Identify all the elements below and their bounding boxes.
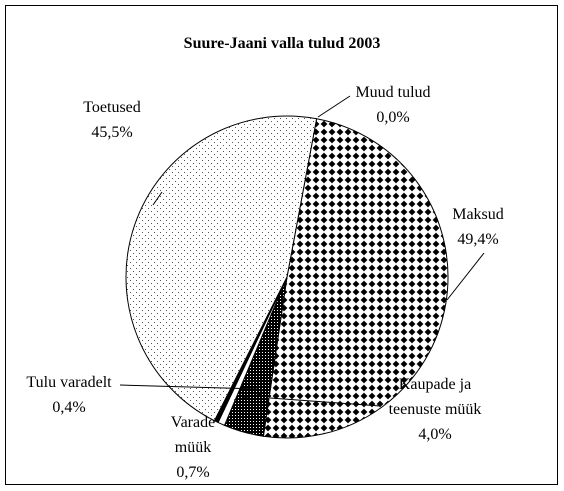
leader-line <box>317 95 351 118</box>
slice-value: 4,0% <box>418 426 452 443</box>
slice-value: 0,7% <box>176 464 210 481</box>
slice-label: Toetused 45,5% <box>62 95 162 145</box>
slice-name: Toetused <box>83 99 141 116</box>
slice-name: Kaupade ja teenuste müük <box>388 376 482 418</box>
chart-title: Suure-Jaani valla tulud 2003 <box>183 35 381 52</box>
pie-slice <box>262 118 449 439</box>
slice-value: 0,4% <box>52 399 86 416</box>
slice-label: Varade müük 0,7% <box>160 410 226 485</box>
leader-line <box>446 252 485 301</box>
slice-label: Maksud 49,4% <box>440 202 516 252</box>
slice-name: Maksud <box>452 206 504 223</box>
slice-name: Muud tulud <box>355 84 431 101</box>
leader-line <box>152 191 163 206</box>
slice-value: 0,0% <box>376 109 410 126</box>
slice-value: 45,5% <box>91 124 133 141</box>
leader-line <box>119 384 259 390</box>
pie-slice <box>125 115 318 422</box>
slice-name: Varade müük <box>170 414 216 456</box>
leader-line <box>269 397 381 407</box>
slice-label: Tulu varadelt 0,4% <box>14 370 124 420</box>
leader-line <box>233 393 263 401</box>
slice-label: Muud tulud 0,0% <box>343 80 443 130</box>
slice-label: Kaupade ja teenuste müük 4,0% <box>380 372 490 447</box>
slice-name: Tulu varadelt <box>26 374 112 391</box>
slice-value: 49,4% <box>457 231 499 248</box>
